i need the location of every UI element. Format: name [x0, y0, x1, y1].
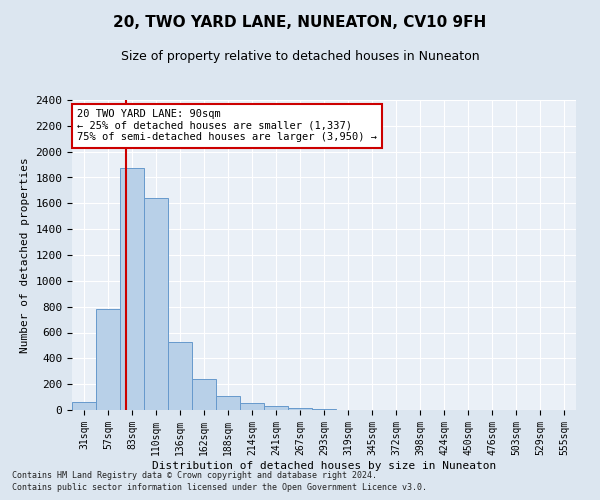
- Y-axis label: Number of detached properties: Number of detached properties: [20, 157, 30, 353]
- Bar: [120, 168, 144, 410]
- Bar: [168, 342, 192, 410]
- Bar: [240, 403, 264, 410]
- Bar: [264, 406, 288, 410]
- Bar: [144, 198, 168, 410]
- Bar: [216, 396, 240, 410]
- Text: 20 TWO YARD LANE: 90sqm
← 25% of detached houses are smaller (1,337)
75% of semi: 20 TWO YARD LANE: 90sqm ← 25% of detache…: [77, 110, 377, 142]
- Bar: [288, 408, 312, 410]
- X-axis label: Distribution of detached houses by size in Nuneaton: Distribution of detached houses by size …: [152, 460, 496, 470]
- Bar: [96, 309, 120, 410]
- Bar: [72, 402, 96, 410]
- Text: Contains public sector information licensed under the Open Government Licence v3: Contains public sector information licen…: [12, 484, 427, 492]
- Bar: [192, 379, 216, 410]
- Text: 20, TWO YARD LANE, NUNEATON, CV10 9FH: 20, TWO YARD LANE, NUNEATON, CV10 9FH: [113, 15, 487, 30]
- Text: Contains HM Land Registry data © Crown copyright and database right 2024.: Contains HM Land Registry data © Crown c…: [12, 471, 377, 480]
- Text: Size of property relative to detached houses in Nuneaton: Size of property relative to detached ho…: [121, 50, 479, 63]
